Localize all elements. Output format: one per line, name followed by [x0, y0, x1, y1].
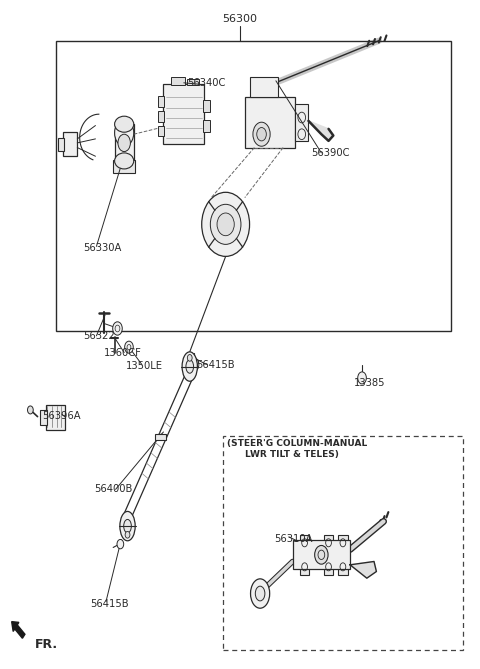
Ellipse shape: [182, 352, 197, 381]
Text: 56322: 56322: [83, 331, 115, 341]
Circle shape: [125, 341, 133, 353]
Bar: [155, 434, 166, 440]
Bar: [295, 104, 309, 141]
Polygon shape: [309, 121, 333, 141]
Ellipse shape: [124, 519, 132, 533]
Text: 56400B: 56400B: [95, 484, 133, 494]
Bar: [203, 100, 210, 112]
Ellipse shape: [255, 586, 265, 601]
Text: 56415B: 56415B: [196, 360, 235, 370]
Text: FR.: FR.: [35, 638, 58, 651]
Text: LWR TILT & TELES): LWR TILT & TELES): [245, 450, 339, 459]
Ellipse shape: [115, 120, 134, 147]
Bar: [163, 84, 204, 145]
Ellipse shape: [118, 134, 131, 152]
FancyArrow shape: [12, 622, 25, 638]
Text: 56396A: 56396A: [42, 411, 81, 421]
Circle shape: [117, 539, 124, 549]
Circle shape: [257, 128, 266, 141]
Ellipse shape: [217, 213, 234, 235]
Text: (STEER'G COLUMN-MANUAL: (STEER'G COLUMN-MANUAL: [227, 439, 367, 448]
Bar: [157, 126, 164, 136]
Bar: [170, 78, 185, 86]
Text: 56390C: 56390C: [311, 148, 349, 158]
Bar: [324, 535, 333, 575]
Text: 1360CF: 1360CF: [104, 347, 142, 357]
Bar: [56, 41, 451, 331]
Ellipse shape: [186, 360, 193, 373]
Bar: [157, 111, 164, 122]
Ellipse shape: [120, 511, 135, 541]
Bar: [338, 535, 348, 575]
Circle shape: [113, 322, 122, 335]
Text: 1350LE: 1350LE: [126, 361, 163, 371]
Text: 56340C: 56340C: [187, 78, 226, 88]
Circle shape: [187, 355, 192, 361]
Ellipse shape: [251, 579, 270, 608]
Ellipse shape: [210, 204, 241, 244]
Bar: [63, 132, 77, 157]
Bar: [113, 160, 135, 173]
Text: 56330A: 56330A: [83, 243, 121, 253]
Bar: [293, 540, 350, 569]
Bar: [115, 124, 134, 161]
Ellipse shape: [202, 192, 250, 256]
Text: 56310A: 56310A: [275, 534, 313, 544]
Bar: [203, 120, 210, 132]
Bar: [223, 436, 463, 650]
Bar: [157, 96, 164, 107]
Bar: [245, 98, 295, 148]
Text: 56415B: 56415B: [91, 599, 129, 609]
Bar: [58, 138, 64, 151]
Circle shape: [358, 372, 366, 384]
Circle shape: [189, 358, 199, 371]
Text: 56300: 56300: [223, 15, 257, 24]
Bar: [300, 535, 310, 575]
Text: 13385: 13385: [354, 377, 385, 387]
Circle shape: [125, 531, 130, 538]
Bar: [187, 79, 199, 86]
Ellipse shape: [115, 153, 134, 169]
Bar: [46, 405, 65, 430]
Circle shape: [315, 545, 328, 564]
Ellipse shape: [115, 116, 134, 132]
Ellipse shape: [253, 122, 270, 147]
Polygon shape: [350, 561, 376, 578]
Bar: [250, 78, 278, 98]
Circle shape: [27, 406, 33, 414]
Bar: [40, 410, 47, 425]
